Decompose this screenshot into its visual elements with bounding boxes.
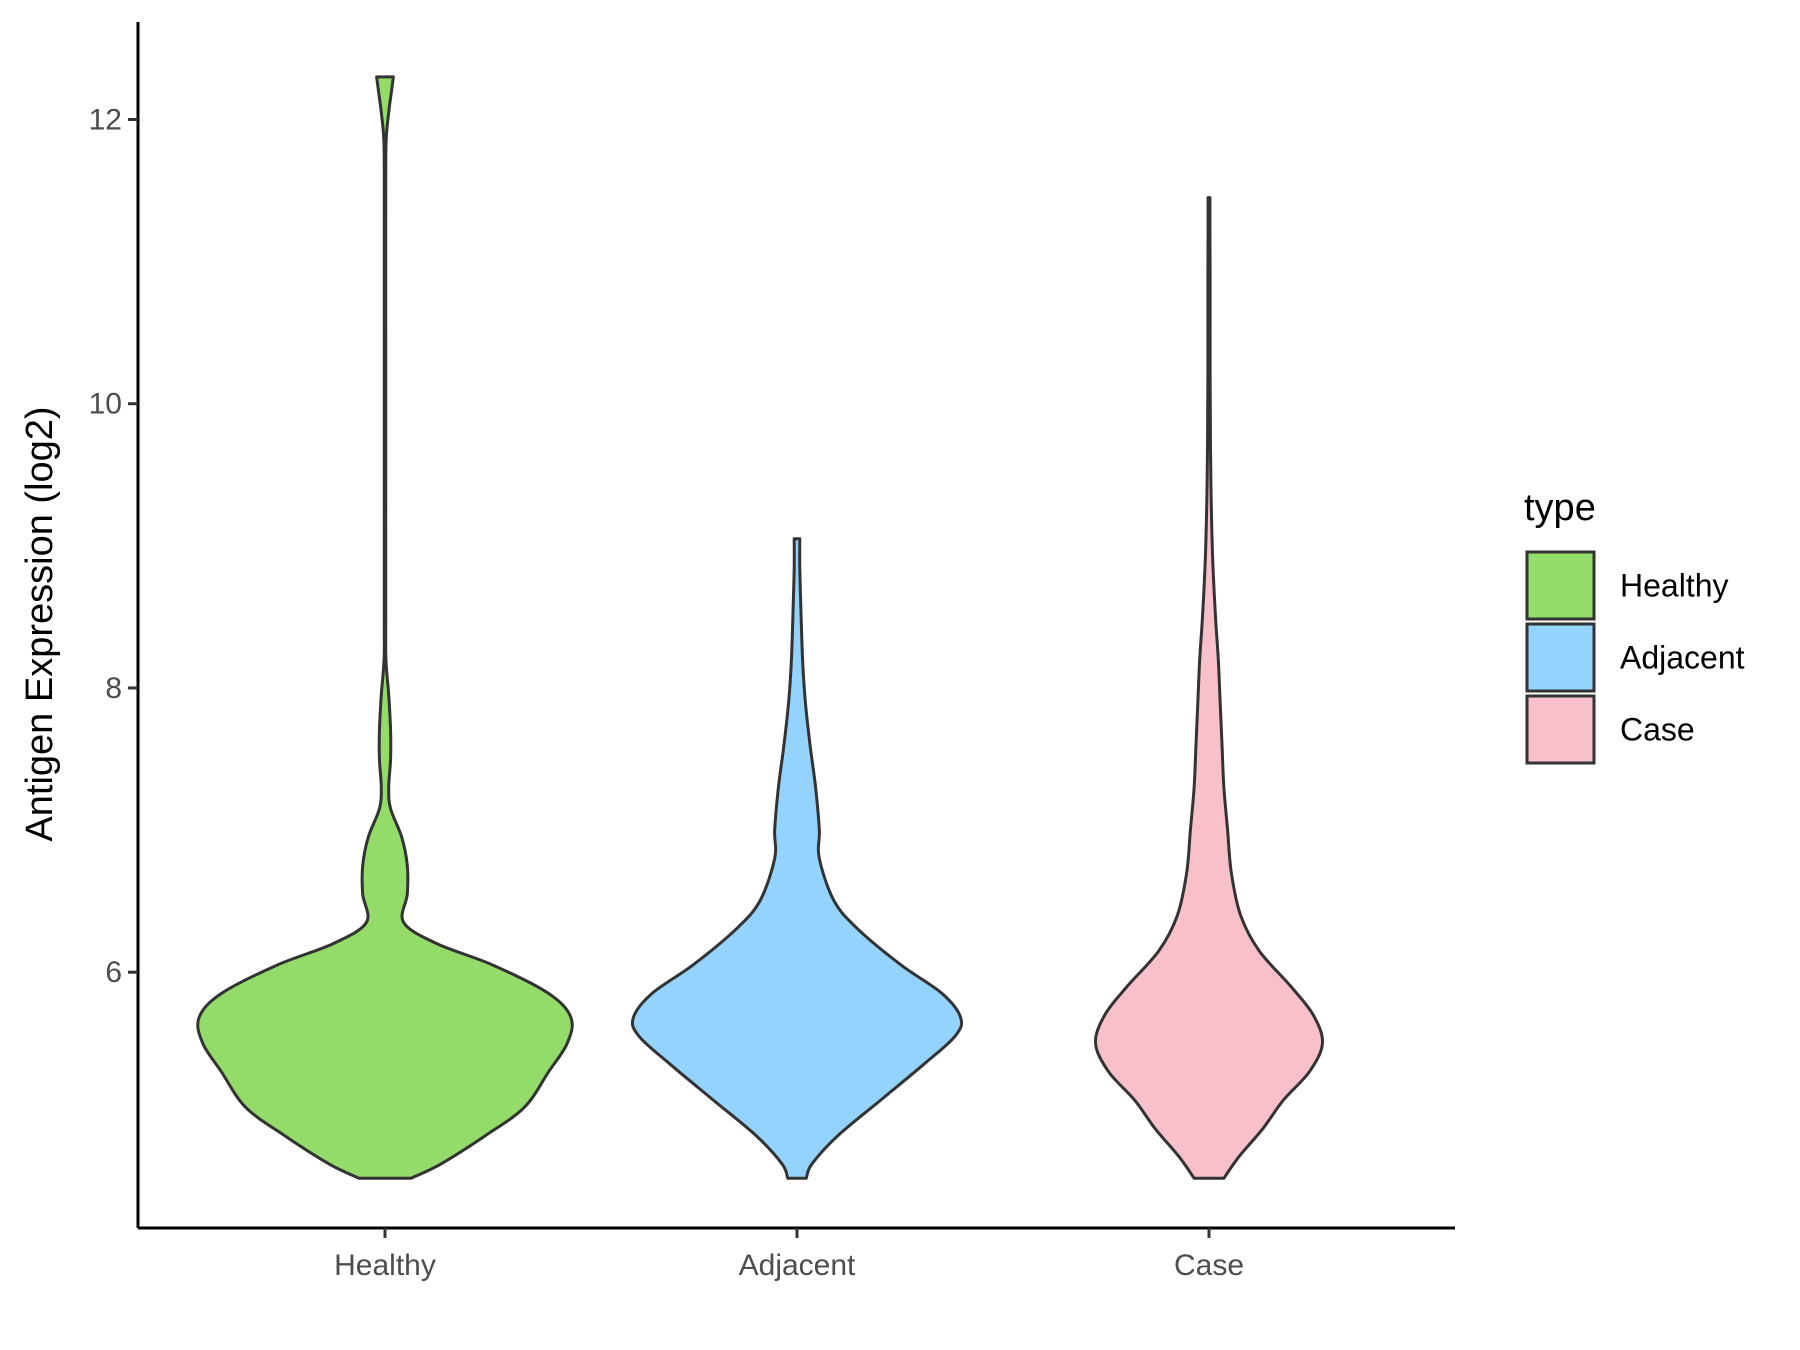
- violin-adjacent: [630, 537, 964, 1180]
- y-tick-label: 10: [89, 388, 122, 421]
- legend-key-healthy: [1525, 550, 1596, 621]
- legend-label-case: Case: [1620, 712, 1695, 748]
- legend-key-adjacent: [1525, 622, 1596, 693]
- legend: type Healthy Adjacent Case: [1524, 487, 1745, 765]
- violin-case: [1094, 196, 1324, 1180]
- legend-label-adjacent: Adjacent: [1620, 640, 1745, 676]
- violin-layer: [196, 75, 1324, 1180]
- axes-layer: 6 8 10 12 Healthy Adjacent Case Antigen Express…: [19, 22, 1455, 1282]
- x-tick-label: Healthy: [334, 1249, 436, 1282]
- legend-label-healthy: Healthy: [1620, 568, 1729, 604]
- y-tick-label: 8: [105, 672, 122, 705]
- y-tick-label: 12: [89, 103, 122, 136]
- y-tick-label: 6: [105, 956, 122, 989]
- y-axis-title: Antigen Expression (log2): [19, 406, 61, 841]
- violin-healthy: [196, 75, 574, 1180]
- legend-key-case: [1525, 694, 1596, 765]
- x-tick-label: Case: [1174, 1249, 1244, 1282]
- x-tick-label: Adjacent: [739, 1249, 856, 1282]
- legend-title: type: [1524, 487, 1596, 529]
